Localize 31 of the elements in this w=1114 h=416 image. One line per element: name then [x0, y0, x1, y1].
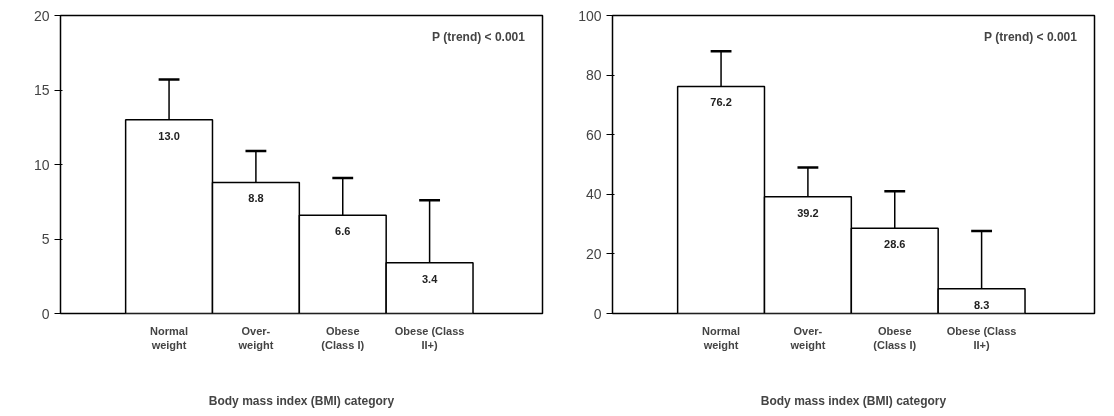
annotation: P (trend) < 0.001	[432, 30, 526, 45]
data-label: 76.2	[710, 96, 732, 109]
y-tick-label: 20	[33, 7, 50, 24]
y-tick-label: 60	[585, 126, 602, 143]
data-label: 8.8	[248, 192, 264, 205]
data-label: 39.2	[797, 206, 819, 219]
x-axis-title: Body mass index (BMI) category	[760, 393, 947, 408]
x-tick-label: Obese (Class I)	[321, 324, 365, 351]
y-tick-label: 15	[33, 82, 50, 98]
y-tick-label: 100	[578, 7, 602, 24]
data-label: 3.4	[421, 272, 439, 285]
x-tick-label: Obese (Class II+)	[946, 324, 1017, 351]
x-tick-label: Over- weight	[789, 324, 826, 351]
data-label: 8.3	[973, 298, 990, 311]
x-tick-label: Obese (Class II+)	[394, 324, 465, 351]
data-label: 28.6	[884, 238, 906, 251]
y-tick-label: 10	[33, 156, 50, 173]
y-tick-label: 80	[585, 67, 602, 84]
annotation: P (trend) < 0.001	[984, 30, 1078, 45]
x-tick-label: Over- weight	[237, 324, 274, 351]
x-tick-label: Normal weight	[702, 324, 741, 351]
y-tick-label: 40	[585, 186, 602, 203]
data-label: 13.0	[158, 129, 180, 142]
y-tick-label: 20	[585, 245, 602, 262]
x-tick-label: Normal weight	[150, 324, 189, 351]
y-tick-label: 0	[41, 305, 50, 322]
x-tick-label: Obese (Class I)	[873, 324, 917, 351]
x-axis-title: Body mass index (BMI) category	[208, 393, 395, 408]
y-tick-label: 5	[41, 231, 50, 247]
data-label: 6.6	[335, 225, 351, 238]
y-tick-label: 0	[593, 305, 602, 322]
